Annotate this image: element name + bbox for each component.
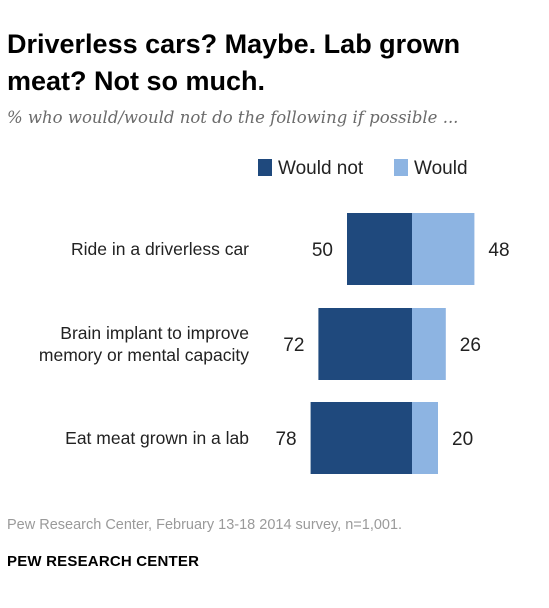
legend-swatch-would-not <box>258 159 272 176</box>
bar-would-not <box>310 402 412 474</box>
category-label-line: Ride in a driverless car <box>71 239 249 259</box>
chart-subtitle: % who would/would not do the following i… <box>7 108 459 127</box>
category-label: Ride in a driverless car <box>71 239 249 259</box>
bar-would <box>412 308 446 380</box>
category-label: Brain implant to improve memory or mental… <box>39 323 249 365</box>
legend-label-would: Would <box>414 158 468 179</box>
data-label-would-not: 78 <box>275 429 296 450</box>
diverging-bar-chart: Would not Would Ride in a driverless car 50… <box>39 158 510 474</box>
data-label-would: 26 <box>460 335 481 356</box>
category-label-line: Eat meat grown in a lab <box>65 428 249 448</box>
data-label-would: 20 <box>452 429 473 450</box>
data-label-would-not: 72 <box>283 335 304 356</box>
legend-swatch-would <box>394 159 408 176</box>
bar-would-not <box>318 308 412 380</box>
bar-would <box>412 213 475 285</box>
chart-title: Driverless cars? Maybe. Lab grown meat? … <box>7 29 461 96</box>
category-label-line: Brain implant to improve <box>60 323 249 343</box>
legend-label-would-not: Would not <box>278 158 364 179</box>
source-note: Pew Research Center, February 13-18 2014… <box>7 517 403 533</box>
category-label: Eat meat grown in a lab <box>65 428 249 448</box>
data-label-would: 48 <box>488 240 509 261</box>
bar-would <box>412 402 438 474</box>
category-label-line: memory or mental capacity <box>39 345 249 365</box>
brand-logo-text: PEW RESEARCH CENTER <box>7 553 200 570</box>
bar-would-not <box>347 213 412 285</box>
data-label-would-not: 50 <box>312 240 333 261</box>
